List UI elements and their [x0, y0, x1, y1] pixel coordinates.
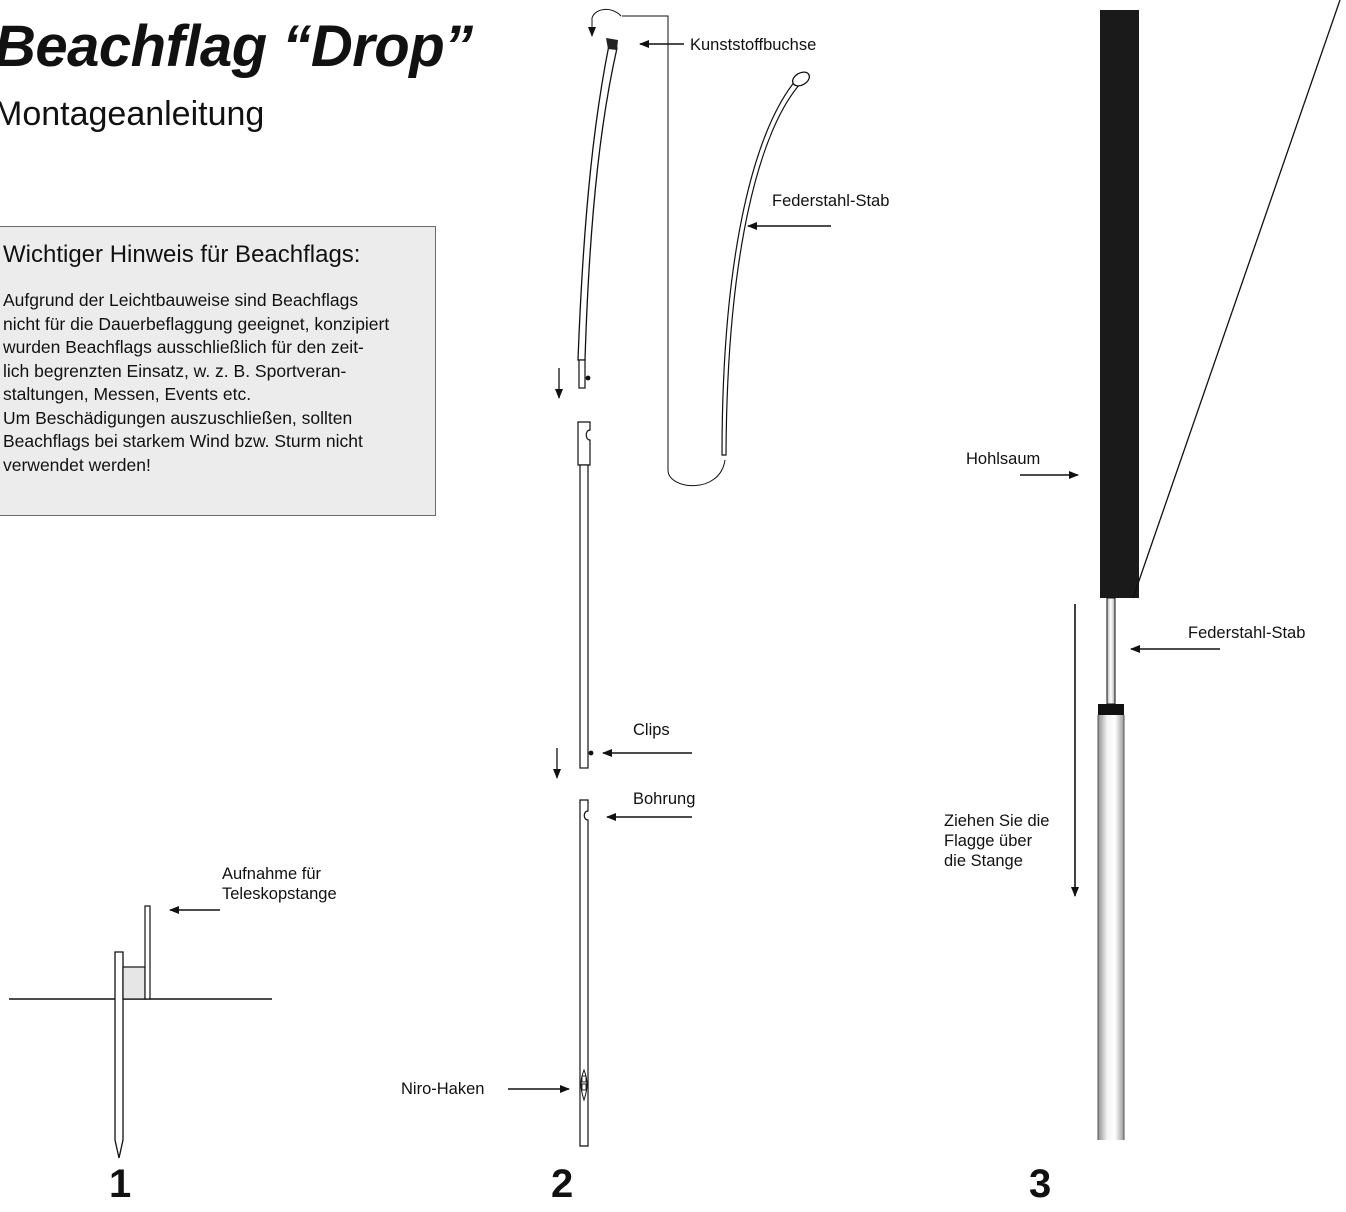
label-aufnahme: Aufnahme für Teleskopstange: [222, 865, 337, 903]
notice-line: Beachflags bei starkem Wind bzw. Sturm n…: [3, 431, 363, 451]
rod-loop: [791, 71, 811, 87]
label-ziehen: Ziehen Sie die Flagge über die Stange: [944, 812, 1050, 870]
label-hohlsaum: Hohlsaum: [966, 450, 1041, 468]
page-subtitle: Montageanleitung: [0, 95, 265, 133]
plastic-bushing: [606, 38, 618, 50]
clip-dot-2: [588, 750, 594, 756]
label-clips: Clips: [633, 721, 670, 739]
flag-hem-sleeve: [1100, 10, 1139, 598]
ground-spike: [114, 951, 124, 1159]
loop-arrow-top: [591, 9, 622, 19]
loop-line: [622, 15, 726, 487]
step-number-3: 3: [1029, 1162, 1052, 1206]
notice-line: verwendet werden!: [3, 454, 151, 475]
label-federstahl-stab-2: Federstahl-Stab: [772, 192, 890, 210]
notice-line: staltungen, Messen, Events etc.: [3, 384, 252, 404]
notice-body: Aufgrund der Leichtbauweise sind Beachfl…: [3, 289, 433, 477]
notice-line: Um Beschädigungen auszuschließen, sollte…: [3, 407, 353, 428]
pole-cap: [1098, 704, 1124, 715]
middle-segment: [579, 464, 589, 769]
pole-segments-figure: [508, 9, 831, 1147]
notice-line: nicht für die Dauerbeflaggung geeignet, …: [3, 313, 390, 334]
label-federstahl-stab-3: Federstahl-Stab: [1188, 624, 1306, 642]
top-pole-end: [578, 359, 586, 389]
spring-steel-rod: [721, 79, 801, 456]
notice-line: lich begrenzten Einsatz, w. z. B. Sportv…: [3, 360, 347, 381]
bottom-segment: [579, 799, 589, 1147]
notice-line: Aufgrund der Leichtbauweise sind Beachfl…: [3, 290, 359, 310]
label-niro-haken: Niro-Haken: [401, 1080, 485, 1098]
socket-tube: [144, 905, 151, 1000]
notice-line: wurden Beachflags ausschließlich für den…: [3, 337, 364, 357]
step-number-1: 1: [109, 1162, 132, 1206]
spring-rod-section: [1106, 597, 1116, 705]
socket-holder: [122, 966, 146, 1000]
important-notice-box: Wichtiger Hinweis für Beachflags: Aufgru…: [0, 226, 436, 516]
ground-spike-figure: [9, 905, 272, 1159]
middle-segment-top: [577, 421, 591, 466]
notice-title: Wichtiger Hinweis für Beachflags:: [3, 241, 361, 268]
aluminium-pole: [1098, 715, 1124, 1140]
clip-dot: [585, 375, 591, 381]
label-kunststoffbuchse: Kunststoffbuchse: [690, 36, 817, 54]
step-number-2: 2: [551, 1162, 574, 1206]
label-bohrung: Bohrung: [633, 790, 696, 808]
page-title: Beachflag “Drop”: [0, 14, 473, 79]
flag-edge-line: [1132, 0, 1341, 599]
top-pole-segment: [577, 44, 618, 361]
flag-mounting-figure: [1020, 0, 1341, 1140]
